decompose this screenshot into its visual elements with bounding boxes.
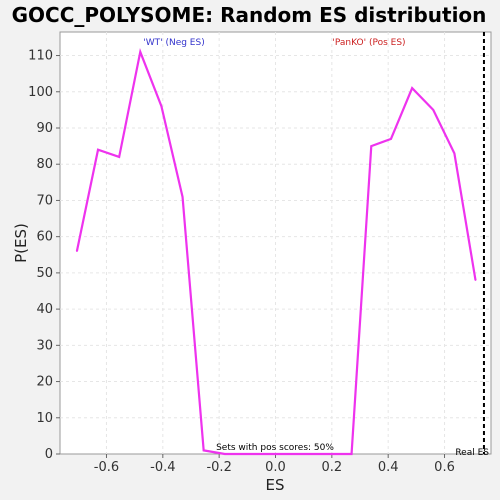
x-tick-label: -0.4 [150,460,175,475]
data-point [97,148,99,151]
y-tick-label: 10 [36,411,53,426]
y-tick-label: 20 [36,375,53,390]
series-line [75,48,477,456]
data-point [411,87,413,89]
x-tick-label: -0.2 [206,460,231,475]
y-tick-label: 70 [36,193,53,208]
data-point [350,453,353,455]
data-point [245,453,247,455]
y-tick-label: 30 [36,338,53,353]
data-point [181,196,184,198]
data-point [118,156,120,158]
pos-scores-note: Sets with pos scores: 50% [216,443,334,453]
data-point [453,152,456,155]
y-axis: 0 10 20 30 40 50 60 70 80 90 100 110 [28,49,60,462]
y-tick-label: 80 [36,157,53,172]
pos-es-label: 'PanKO' (Pos ES) [332,38,405,48]
y-tick-label: 90 [36,121,53,136]
data-point [223,453,226,455]
y-tick-label: 40 [36,302,53,317]
data-point [370,145,373,147]
y-tick-label: 0 [45,447,53,462]
data-point [266,453,268,455]
gridlines [60,32,491,454]
x-tick-label: 0.4 [378,460,399,475]
chart-title: GOCC_POLYSOME: Random ES distribution [12,3,487,27]
data-point [76,250,78,252]
data-point [139,51,142,53]
x-axis-title: ES [266,476,285,494]
y-tick-label: 100 [28,85,53,100]
data-point [329,453,332,455]
data-point [308,453,311,455]
x-tick-label: 0.2 [321,460,342,475]
data-points [76,51,477,455]
x-tick-label: 0.6 [434,460,455,475]
data-point [202,449,205,452]
x-tick-label: 0.0 [265,460,286,475]
x-tick-label: -0.6 [94,460,119,475]
data-point [160,105,163,108]
y-axis-title: P(ES) [12,223,30,263]
y-tick-label: 60 [36,230,53,245]
y-tick-label: 50 [36,266,53,281]
data-point [287,453,289,455]
data-point [432,109,435,111]
data-point [390,138,392,140]
neg-es-label: 'WT' (Neg ES) [143,38,204,48]
x-axis: -0.6 -0.4 -0.2 0.0 0.2 0.4 0.6 [94,454,455,475]
y-tick-label: 110 [28,49,53,64]
data-point [474,279,477,281]
real-es-label: Real ES [455,448,489,458]
